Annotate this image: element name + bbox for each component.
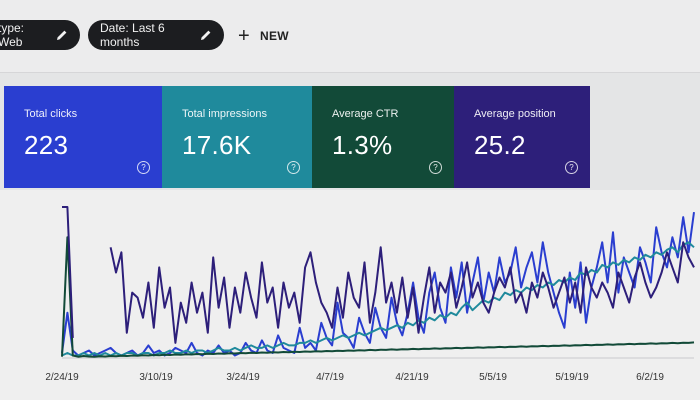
help-icon[interactable]: ? — [287, 161, 300, 174]
metric-card-average-ctr[interactable]: Average CTR 1.3% ? — [312, 86, 454, 188]
metric-card-total-impressions[interactable]: Total impressions 17.6K ? — [162, 86, 312, 188]
metric-label: Total clicks — [24, 108, 78, 120]
date-filter-chip[interactable]: Date: Last 6 months — [88, 20, 224, 50]
x-tick-label: 4/21/19 — [395, 372, 429, 383]
series-line-3 — [62, 206, 695, 344]
x-tick-label: 3/24/19 — [226, 372, 260, 383]
metrics-row: Total clicks 223 ? Total impressions 17.… — [4, 86, 590, 188]
x-tick-label: 4/7/19 — [316, 372, 344, 383]
new-filter-button[interactable]: + NEW — [238, 26, 289, 46]
series-line-1 — [61, 241, 695, 357]
metric-value: 223 — [24, 130, 69, 160]
metric-label: Average CTR — [332, 108, 399, 120]
metric-value: 25.2 — [474, 130, 526, 160]
x-tick-label: 3/10/19 — [139, 372, 173, 383]
series-line-2 — [61, 236, 695, 358]
x-tick-label: 6/2/19 — [636, 372, 664, 383]
performance-line-chart: 2/24/19 3/10/19 3/24/19 4/7/19 4/21/19 5/5/19… — [45, 206, 695, 383]
x-tick-label: 2/24/19 — [45, 372, 79, 383]
metric-card-total-clicks[interactable]: Total clicks 223 ? — [4, 86, 162, 188]
metric-value: 1.3% — [332, 130, 393, 160]
pencil-icon[interactable] — [56, 29, 68, 41]
help-icon[interactable]: ? — [137, 161, 150, 174]
x-tick-label: 5/19/19 — [555, 372, 589, 383]
type-filter-label: type: Web — [0, 21, 25, 49]
x-tick-label: 5/5/19 — [479, 372, 507, 383]
date-filter-label: Date: Last 6 months — [100, 21, 165, 49]
type-filter-chip[interactable]: type: Web — [0, 20, 80, 50]
help-icon[interactable]: ? — [429, 161, 442, 174]
metric-label: Average position — [474, 108, 556, 120]
new-filter-label: NEW — [259, 29, 289, 43]
help-icon[interactable]: ? — [565, 161, 578, 174]
metric-label: Total impressions — [182, 108, 267, 120]
pencil-icon[interactable] — [200, 29, 212, 41]
filter-bar: type: Web Date: Last 6 months + NEW — [0, 0, 700, 73]
metric-card-average-position[interactable]: Average position 25.2 ? — [454, 86, 590, 188]
plus-icon: + — [238, 25, 250, 47]
metric-value: 17.6K — [182, 130, 252, 160]
